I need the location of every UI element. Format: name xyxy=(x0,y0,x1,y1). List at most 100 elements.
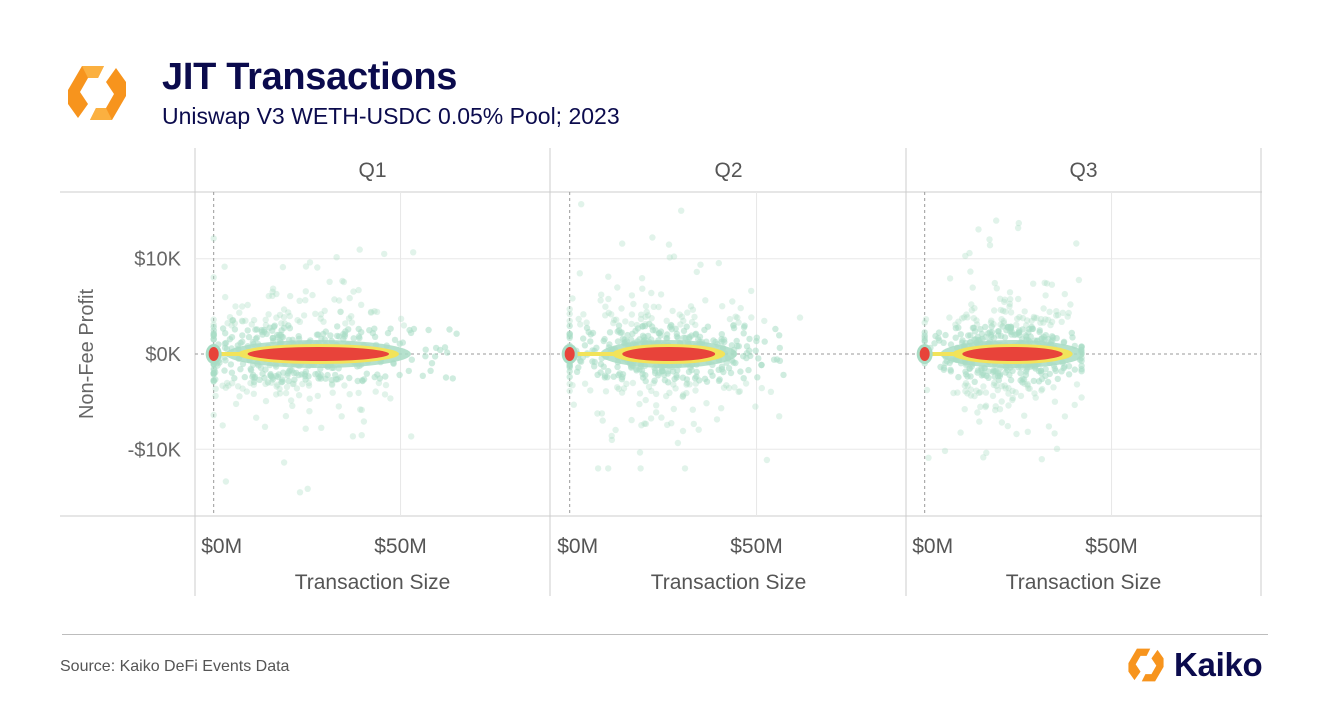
scatter-point xyxy=(612,426,619,434)
scatter-point xyxy=(955,373,962,381)
scatter-point xyxy=(725,365,733,372)
scatter-point xyxy=(236,393,243,400)
scatter-point xyxy=(628,292,636,299)
scatter-points-q2 xyxy=(566,201,804,472)
scatter-point xyxy=(742,380,750,387)
scatter-point xyxy=(265,292,272,300)
scatter-point xyxy=(1001,382,1008,389)
scatter-point xyxy=(1031,315,1038,322)
scatter-point xyxy=(326,278,333,285)
scatter-point xyxy=(976,418,983,425)
scatter-point xyxy=(276,390,284,397)
scatter-point xyxy=(614,328,621,335)
scatter-point xyxy=(686,381,693,388)
scatter-point xyxy=(1022,371,1030,378)
scatter-point xyxy=(993,285,1000,292)
scatter-point xyxy=(355,389,362,397)
scatter-point xyxy=(273,314,280,321)
scatter-point xyxy=(1015,219,1022,227)
scatter-point xyxy=(346,294,353,302)
scatter-point xyxy=(715,259,722,267)
scatter-point xyxy=(314,264,321,271)
scatter-point xyxy=(327,332,334,339)
scatter-point xyxy=(1073,240,1080,247)
scatter-point xyxy=(680,317,687,324)
scatter-point xyxy=(428,360,436,367)
scatter-point xyxy=(754,374,761,381)
scatter-point xyxy=(986,242,994,249)
scatter-point xyxy=(719,303,726,310)
scatter-point xyxy=(718,338,725,345)
scatter-point xyxy=(688,318,696,326)
scatter-point xyxy=(718,331,725,338)
scatter-point xyxy=(331,296,338,303)
scatter-point xyxy=(980,383,987,390)
scatter-point xyxy=(692,321,699,329)
scatter-point xyxy=(990,381,998,389)
brand-name: Kaiko xyxy=(1174,646,1263,683)
scatter-point xyxy=(718,405,725,412)
scatter-point xyxy=(1033,314,1040,322)
scatter-point xyxy=(642,372,649,379)
scatter-point xyxy=(680,391,687,398)
scatter-point xyxy=(587,331,594,338)
scatter-point xyxy=(237,366,244,373)
scatter-point xyxy=(968,301,975,308)
scatter-point xyxy=(295,333,302,340)
scatter-point xyxy=(664,370,671,377)
scatter-point xyxy=(569,295,576,302)
scatter-point xyxy=(1032,394,1039,401)
scatter-point xyxy=(219,422,226,429)
scatter-point xyxy=(566,310,573,318)
scatter-point xyxy=(663,392,670,400)
scatter-point xyxy=(623,380,630,387)
scatter-point xyxy=(963,311,970,318)
scatter-point xyxy=(575,315,582,323)
scatter-point xyxy=(628,416,635,424)
scatter-point xyxy=(1051,430,1058,437)
scatter-point xyxy=(657,291,665,298)
scatter-point xyxy=(280,306,288,313)
scatter-point xyxy=(441,344,449,351)
scatter-point xyxy=(406,326,413,334)
scatter-point xyxy=(328,380,336,387)
chart-subtitle: Uniswap V3 WETH-USDC 0.05% Pool; 2023 xyxy=(162,103,620,129)
scatter-point xyxy=(653,390,660,398)
scatter-point xyxy=(942,331,949,339)
scatter-point xyxy=(329,389,336,396)
scatter-point xyxy=(273,290,280,298)
scatter-point xyxy=(730,324,738,332)
scatter-point xyxy=(1035,378,1043,385)
scatter-point xyxy=(354,377,361,385)
scatter-point xyxy=(296,297,303,304)
scatter-point xyxy=(692,387,699,394)
scatter-point xyxy=(639,285,646,292)
scatter-point xyxy=(357,406,364,413)
scatter-point xyxy=(210,371,217,378)
source-note: Source: Kaiko DeFi Events Data xyxy=(60,658,290,675)
scatter-point xyxy=(614,338,622,345)
scatter-point xyxy=(967,332,974,339)
x-tick-label: $50M xyxy=(374,535,427,558)
scatter-point xyxy=(1024,428,1032,435)
scatter-point xyxy=(657,332,664,339)
scatter-point xyxy=(274,381,281,388)
scatter-point xyxy=(737,368,744,375)
scatter-point xyxy=(767,388,775,395)
scatter-point xyxy=(653,402,660,409)
scatter-point xyxy=(1042,292,1049,299)
scatter-point xyxy=(1013,430,1020,438)
scatter-point xyxy=(650,303,657,310)
scatter-point xyxy=(1024,382,1031,389)
scatter-point xyxy=(581,380,589,387)
scatter-point xyxy=(634,325,642,332)
scatter-point xyxy=(999,307,1007,314)
scatter-point xyxy=(955,318,962,325)
scatter-point xyxy=(732,313,739,320)
scatter-point xyxy=(630,300,637,308)
scatter-point xyxy=(1069,334,1076,341)
scatter-point xyxy=(964,382,971,389)
scatter-point xyxy=(1037,367,1045,375)
scatter-point xyxy=(752,403,759,410)
scatter-point xyxy=(688,366,695,374)
